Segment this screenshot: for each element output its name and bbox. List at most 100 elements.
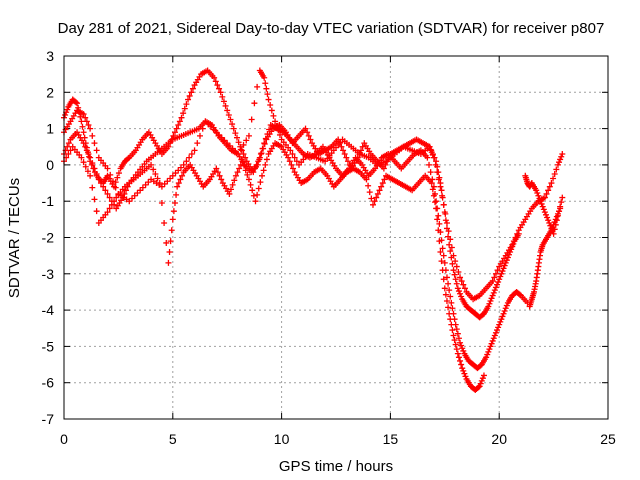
data-point [256,156,263,163]
data-point [452,276,459,283]
data-point [199,125,206,132]
data-point [236,165,243,172]
data-point [82,163,89,170]
data-point [550,175,557,182]
data-point [442,291,449,298]
data-point [445,304,452,311]
data-point [542,211,549,218]
data-point [112,179,119,186]
data-point [436,220,443,227]
data-point [186,92,193,99]
data-point [488,340,495,347]
data-point [453,346,460,353]
data-point [453,263,460,270]
data-point [446,241,453,248]
data-point [486,300,493,307]
data-point [191,147,198,154]
data-point [487,298,494,305]
data-points [61,67,566,393]
data-point [293,158,300,165]
data-point [286,158,293,165]
data-point [441,285,448,292]
data-point [491,332,498,339]
data-point [80,140,87,147]
data-point [180,161,187,168]
data-point [541,194,548,201]
data-point [175,121,182,128]
data-point [437,183,444,190]
data-point [188,151,195,158]
data-point [91,196,98,203]
data-point [78,154,85,161]
data-point [494,267,501,274]
data-point [447,293,454,300]
data-point [257,179,264,186]
data-point [254,83,261,90]
data-point [373,194,380,201]
data-point [368,195,375,202]
data-point [516,291,523,298]
data-point [557,156,564,163]
data-point [82,114,89,121]
data-point [254,191,261,198]
data-point [458,361,465,368]
data-point [441,259,448,266]
data-point [263,156,270,163]
data-point [458,342,465,349]
data-point [501,262,508,269]
data-point [491,287,498,294]
data-point [535,192,542,199]
data-point [262,135,269,142]
data-point [84,168,91,175]
data-point [546,219,553,226]
data-point [152,170,159,177]
data-point [454,350,461,357]
data-point [134,190,141,197]
data-point [443,274,450,281]
data-point [237,161,244,168]
data-point [249,187,256,194]
data-point [447,316,454,323]
data-point [552,216,559,223]
data-point [426,143,433,150]
data-point [442,217,449,224]
data-point [261,74,268,81]
data-point [239,158,246,165]
data-point [205,121,212,128]
data-point [237,146,244,153]
data-point [202,118,209,125]
data-point [430,183,437,190]
data-point [457,339,464,346]
data-point [111,198,118,205]
data-point [163,239,170,246]
data-point [459,345,466,352]
data-point [166,249,173,256]
data-point [358,147,365,154]
data-point [455,335,462,342]
data-point [241,162,248,169]
data-point [267,102,274,109]
data-point [262,161,269,168]
data-point [538,200,545,207]
data-point [177,164,184,171]
data-point [434,216,441,223]
x-axis-label: GPS time / hours [279,458,393,475]
data-point [74,100,81,107]
data-point [509,241,516,248]
data-point [189,85,196,92]
data-point [548,227,555,234]
data-point [79,123,86,130]
y-tick-label: -6 [42,375,55,391]
data-point [216,131,223,138]
data-point [251,100,258,107]
data-point [479,375,486,382]
data-point [167,175,174,182]
data-point [174,183,181,190]
data-point [289,151,296,158]
data-point [229,145,236,152]
data-point [495,324,502,331]
data-point [64,143,71,150]
series-track-6 [526,205,564,310]
data-point [439,267,446,274]
data-point [492,284,499,291]
